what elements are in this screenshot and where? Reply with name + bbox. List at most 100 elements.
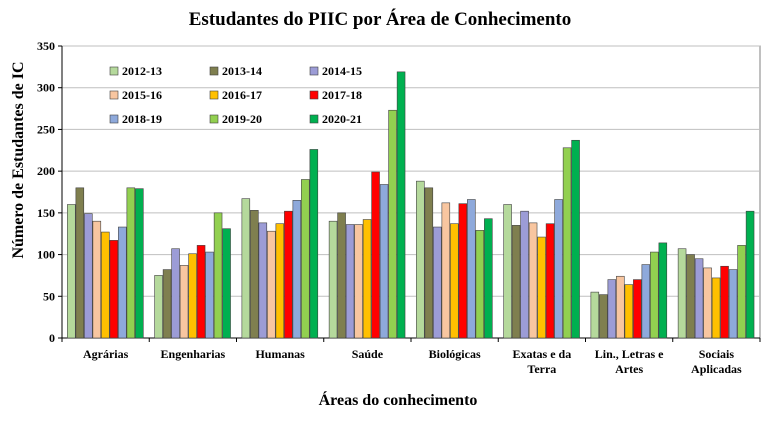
bar xyxy=(154,275,163,339)
legend-label: 2018-19 xyxy=(122,112,162,126)
legend-swatch xyxy=(109,66,119,76)
x-tick-label: Engenharias xyxy=(161,347,226,361)
y-axis-title: Número de Estudantes de IC xyxy=(10,61,27,258)
chart-title: Estudantes do PIIC por Área de Conhecime… xyxy=(189,8,572,30)
bar xyxy=(624,284,634,339)
legend-label: 2015-16 xyxy=(122,88,162,102)
legend-swatch xyxy=(309,90,319,100)
bar xyxy=(545,223,555,339)
y-tick-label: 300 xyxy=(37,81,55,95)
bar xyxy=(590,291,600,339)
bar xyxy=(188,253,197,339)
bar xyxy=(528,222,538,339)
bar xyxy=(379,184,389,339)
bar xyxy=(511,225,521,339)
bar xyxy=(101,231,110,339)
bar xyxy=(703,267,712,339)
bar xyxy=(396,71,406,339)
bar xyxy=(205,251,214,339)
bar xyxy=(503,204,512,339)
y-tick-label: 50 xyxy=(43,289,55,303)
bar xyxy=(658,242,668,339)
legend-label: 2019-20 xyxy=(222,112,262,126)
y-tick-label: 150 xyxy=(37,206,55,220)
bar xyxy=(337,212,346,339)
bar xyxy=(75,187,85,339)
bar xyxy=(520,210,529,339)
y-tick-label: 350 xyxy=(37,39,55,53)
bar xyxy=(571,139,580,339)
bar xyxy=(458,203,468,339)
bar xyxy=(162,269,172,339)
bar xyxy=(179,265,189,339)
x-tick-label: Sociais xyxy=(699,347,735,361)
legend-label: 2014-15 xyxy=(322,64,362,78)
bar xyxy=(292,200,302,339)
legend-swatch xyxy=(309,66,319,76)
bar xyxy=(641,264,651,339)
bar xyxy=(433,226,442,339)
x-tick-label: Terra xyxy=(527,362,556,376)
bar xyxy=(109,240,119,339)
bar xyxy=(599,294,608,339)
legend-swatch xyxy=(109,90,119,100)
x-tick-label: Saúde xyxy=(352,347,384,361)
legend: 2012-13 2013-14 2014-15 2015-16 2016-17 2017-… xyxy=(109,64,362,126)
bar xyxy=(241,198,251,339)
y-tick-label: 250 xyxy=(37,122,55,136)
bar xyxy=(562,147,572,339)
bar xyxy=(694,258,704,339)
bar xyxy=(222,228,231,339)
legend-label: 2013-14 xyxy=(222,64,262,78)
bar xyxy=(284,210,293,339)
bar xyxy=(554,199,563,339)
bar xyxy=(737,245,746,339)
plot-area: 0 50 100 150 200 250 300 350 Agrárias Engenharias… xyxy=(37,39,761,376)
bar xyxy=(677,248,687,339)
legend-label: 2012-13 xyxy=(122,64,162,78)
bar xyxy=(371,171,380,339)
bar xyxy=(250,210,259,339)
bar xyxy=(416,180,425,339)
legend-swatch xyxy=(109,114,119,124)
bar xyxy=(275,223,285,339)
bar xyxy=(84,213,93,339)
bar xyxy=(650,251,659,339)
x-tick-label: Exatas e da xyxy=(513,347,572,361)
legend-swatch xyxy=(209,90,219,100)
bar xyxy=(213,212,223,339)
y-tick-label: 200 xyxy=(37,164,55,178)
bar xyxy=(607,279,617,339)
bar xyxy=(633,279,642,339)
bar xyxy=(484,218,493,339)
bar xyxy=(720,265,729,339)
bar xyxy=(537,236,546,339)
x-tick-label: Lin., Letras e xyxy=(595,347,664,361)
legend-label: 2017-18 xyxy=(322,88,362,102)
bar xyxy=(118,226,127,339)
legend-swatch xyxy=(209,114,219,124)
bar xyxy=(467,199,476,339)
x-tick-label: Agrárias xyxy=(83,347,129,361)
bar xyxy=(711,277,721,339)
x-tick-label: Artes xyxy=(615,362,643,376)
bar xyxy=(475,230,485,339)
bar xyxy=(309,149,319,339)
bar xyxy=(328,220,338,339)
x-tick-label: Aplicadas xyxy=(691,362,742,376)
bar xyxy=(362,219,372,339)
bar xyxy=(388,109,397,339)
x-tick-label: Humanas xyxy=(255,347,305,361)
bar xyxy=(424,187,434,339)
bar xyxy=(686,254,695,339)
bar xyxy=(171,248,180,339)
bar xyxy=(67,204,76,339)
bar xyxy=(267,230,276,339)
legend-label: 2016-17 xyxy=(222,88,262,102)
bar xyxy=(345,224,355,339)
bar xyxy=(745,210,755,339)
legend-swatch xyxy=(209,66,219,76)
legend-swatch xyxy=(309,114,319,124)
y-tick-label: 100 xyxy=(37,248,55,262)
